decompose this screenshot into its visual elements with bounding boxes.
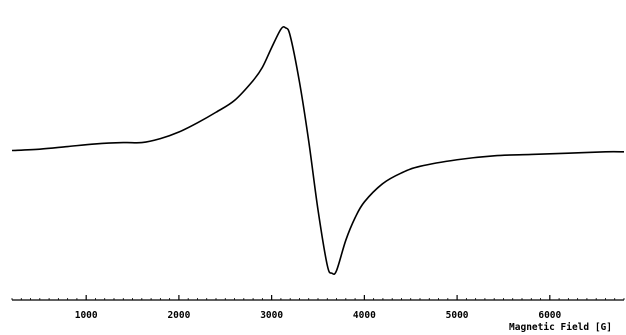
x-tick-label: 6000 [538, 310, 561, 321]
x-axis-label: Magnetic Field [G] [509, 322, 612, 333]
x-tick-label: 3000 [260, 310, 283, 321]
spectrum-series-line-0 [11, 26, 625, 276]
x-axis: 1000 2000 3000 4000 5000 6000 [11, 295, 625, 321]
x-tick-label: 4000 [353, 310, 376, 321]
x-tick-label: 2000 [167, 310, 190, 321]
plot-area [11, 26, 625, 276]
x-tick-label: 5000 [446, 310, 469, 321]
x-tick-label: 1000 [75, 310, 98, 321]
